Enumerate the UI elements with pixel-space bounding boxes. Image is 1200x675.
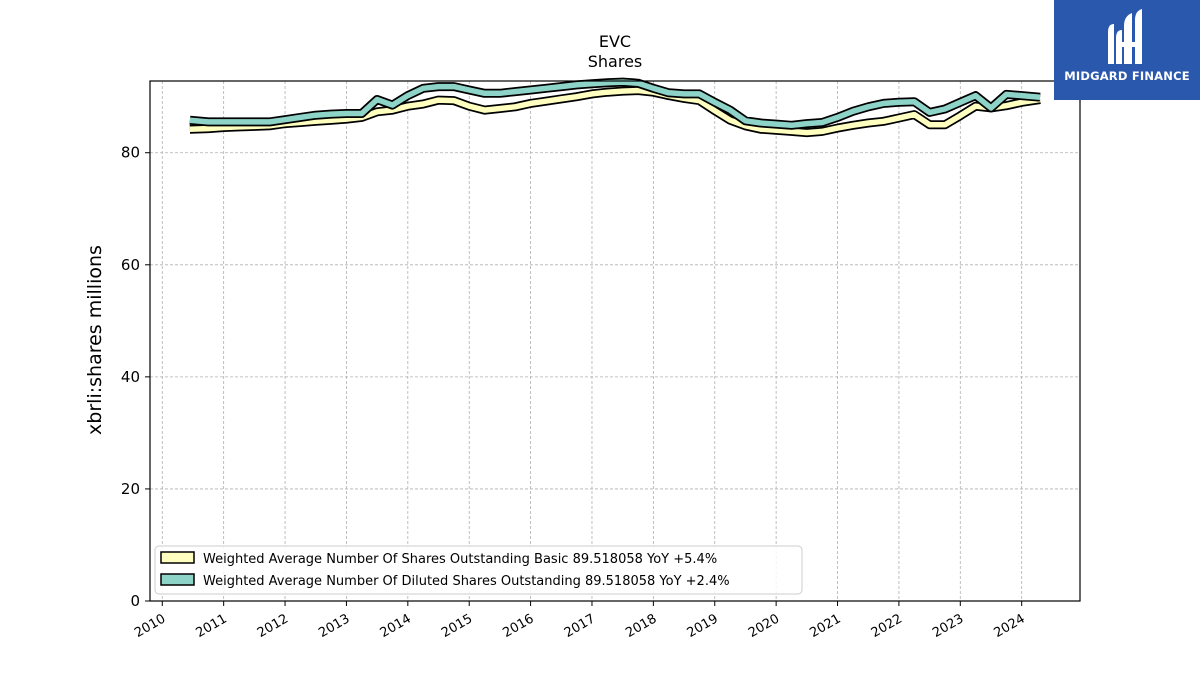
y-tick-label: 0 <box>130 592 140 610</box>
brand-name: MIDGARD FINANCE <box>1064 69 1190 83</box>
y-tick-label: 40 <box>121 368 140 386</box>
legend-box <box>154 545 803 595</box>
y-axis-label: xbrli:shares millions <box>84 245 106 435</box>
legend-label-basic: Weighted Average Number Of Shares Outsta… <box>203 552 717 567</box>
chart-subtitle: Shares <box>588 52 643 71</box>
legend: Weighted Average Number Of Shares Outsta… <box>154 545 803 595</box>
y-tick-label: 60 <box>121 256 140 274</box>
chart-title: EVC <box>599 32 631 51</box>
legend-label-diluted: Weighted Average Number Of Diluted Share… <box>203 574 730 589</box>
legend-swatch-diluted <box>160 573 195 586</box>
series-0-line <box>189 87 1041 136</box>
midgard-logo-icon <box>1108 9 1142 64</box>
brand-logo: MIDGARD FINANCE <box>1054 0 1200 100</box>
legend-swatch-basic <box>160 551 195 564</box>
series-layer <box>189 77 1041 138</box>
series-1-line <box>189 79 1041 129</box>
y-tick-label: 80 <box>121 144 140 162</box>
y-tick-label: 20 <box>121 480 140 498</box>
plot-frame <box>149 80 1081 602</box>
